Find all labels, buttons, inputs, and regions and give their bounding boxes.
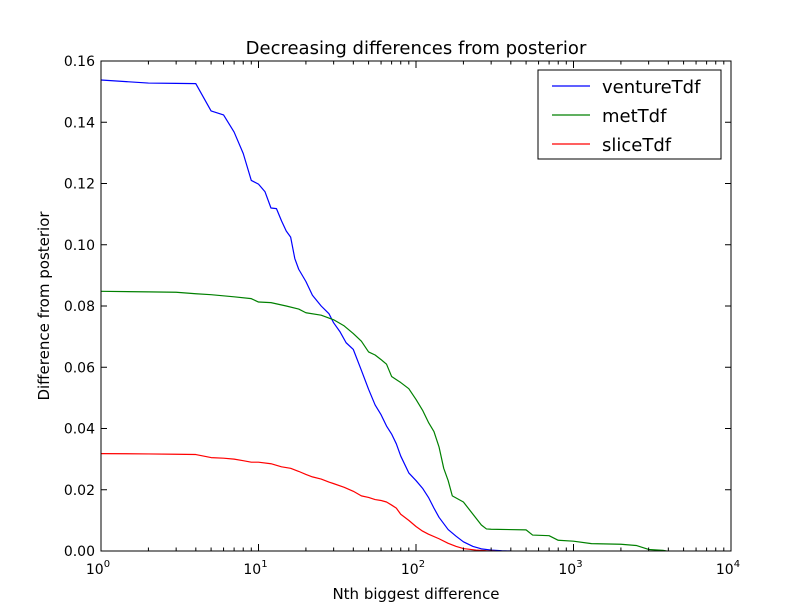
x-tick-base: 10: [716, 562, 734, 578]
x-tick-base: 10: [558, 562, 576, 578]
series-line-ventureTdf: [101, 79, 511, 551]
x-tick-base: 10: [86, 562, 104, 578]
chart-title: Decreasing differences from posterior: [246, 38, 587, 59]
series-line-metTdf: [101, 290, 667, 551]
x-axis-label: Nth biggest difference: [332, 585, 499, 603]
y-tick-label: 0.12: [64, 177, 95, 193]
legend-label-sliceTdf: sliceTdf: [602, 135, 672, 156]
y-tick-label: 0.16: [64, 54, 95, 70]
legend: ventureTdf metTdf sliceTdf: [537, 69, 722, 160]
y-tick-label: 0.08: [64, 299, 95, 315]
x-tick-exponent: 4: [734, 559, 740, 570]
y-tick-label: 0.00: [64, 544, 95, 560]
x-tick-exponent: 3: [576, 559, 582, 570]
series-line-sliceTdf: [101, 453, 496, 551]
x-tick-base: 10: [401, 562, 419, 578]
y-axis-label: Difference from posterior: [35, 211, 53, 401]
x-tick-exponent: 0: [104, 559, 110, 570]
x-tick-label: 103: [558, 559, 582, 578]
legend-label-ventureTdf: ventureTdf: [602, 77, 701, 98]
y-tick-label: 0.06: [64, 360, 95, 376]
y-tick-label: 0.10: [64, 238, 95, 254]
y-tick-label: 0.04: [64, 422, 95, 438]
x-tick-base: 10: [243, 562, 261, 578]
x-tick-label: 104: [716, 559, 740, 578]
legend-label-metTdf: metTdf: [602, 106, 667, 127]
x-tick-label: 101: [243, 559, 267, 578]
y-tick-label: 0.14: [64, 115, 95, 131]
y-tick-label: 0.02: [64, 483, 95, 499]
x-tick-exponent: 1: [261, 559, 267, 570]
x-tick-label: 102: [401, 559, 425, 578]
x-tick-exponent: 2: [419, 559, 425, 570]
x-tick-label: 100: [86, 559, 110, 578]
